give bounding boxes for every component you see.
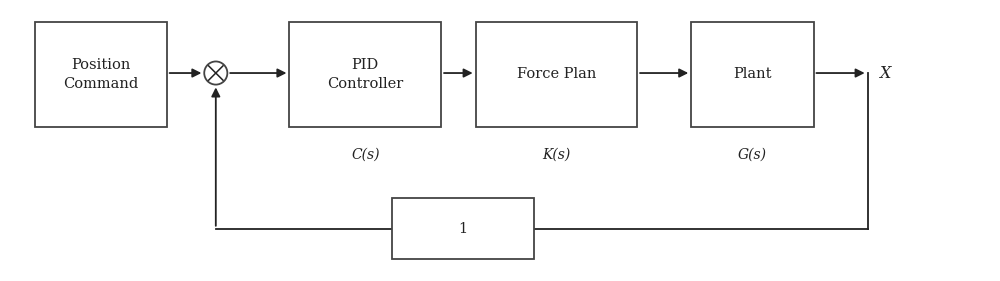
Text: C(s): C(s) (351, 147, 380, 161)
Bar (34, 22, 167, 127)
Bar (691, 22, 814, 127)
Bar (392, 198, 534, 259)
Text: K(s): K(s) (542, 147, 570, 161)
Text: PID
Controller: PID Controller (327, 58, 403, 91)
Text: X: X (879, 65, 891, 81)
Bar (289, 22, 441, 127)
Text: 1: 1 (459, 222, 468, 236)
Bar (476, 22, 637, 127)
Text: Position
Command: Position Command (63, 58, 138, 91)
Text: Force Plan: Force Plan (517, 67, 596, 81)
Text: Plant: Plant (733, 67, 772, 81)
Text: G(s): G(s) (738, 147, 767, 161)
Ellipse shape (204, 62, 227, 85)
